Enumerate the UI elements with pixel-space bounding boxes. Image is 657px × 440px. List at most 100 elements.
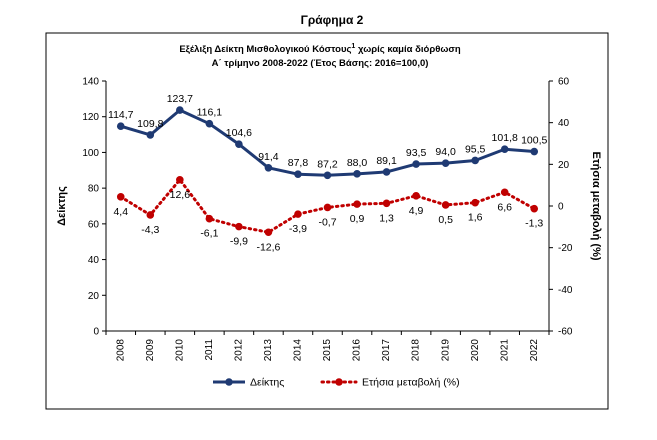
- left-axis-title: Δείκτης: [56, 186, 68, 226]
- data-label-annual-change: -9,9: [230, 236, 248, 248]
- x-axis-tick-label: 2011: [204, 339, 215, 361]
- series-point-annual-change: [353, 200, 361, 208]
- series-point-annual-change: [500, 188, 509, 197]
- series-point-annual-change: [323, 203, 332, 212]
- x-axis-tick-label: 2009: [145, 339, 156, 362]
- legend-label-index: Δείκτης: [250, 377, 284, 389]
- left-axis-tick-label: 140: [82, 77, 99, 88]
- x-axis-tick-label: 2016: [352, 339, 363, 362]
- x-axis-tick-label: 2021: [499, 339, 510, 362]
- series-point-annual-change: [471, 198, 479, 207]
- x-axis-tick-label: 2014: [293, 339, 304, 362]
- series-point-annual-change: [116, 193, 125, 201]
- data-label-index: 123,7: [167, 93, 193, 105]
- series-point-index: [530, 147, 539, 156]
- right-axis-tick-label: 0: [558, 202, 564, 213]
- left-axis-tick-label: 80: [88, 184, 100, 195]
- data-label-annual-change: -4,3: [141, 224, 159, 236]
- series-point-index: [235, 140, 243, 149]
- series-point-annual-change: [146, 211, 155, 219]
- data-label-index: 100,5: [521, 135, 547, 147]
- data-label-index: 87,8: [288, 157, 309, 169]
- data-label-index: 104,6: [226, 127, 252, 139]
- chart-title-line1: Εξέλιξη Δείκτη Μισθολογικού Κόστους1 χωρ…: [179, 43, 461, 55]
- data-label-annual-change: -1,3: [525, 218, 543, 230]
- x-axis-tick-label: 2022: [529, 339, 540, 362]
- series-point-index: [264, 163, 273, 172]
- data-label-annual-change: 6,6: [497, 201, 512, 213]
- series-point-index: [353, 170, 361, 178]
- data-label-index: 88,0: [347, 157, 368, 169]
- series-point-annual-change: [235, 222, 243, 231]
- left-axis-tick-label: 120: [82, 112, 99, 123]
- left-axis-tick-label: 40: [88, 255, 100, 266]
- data-label-annual-change: 12,6: [170, 189, 191, 201]
- series-point-index: [116, 122, 125, 130]
- x-axis-tick-label: 2013: [263, 339, 274, 362]
- right-axis-tick-label: 40: [558, 118, 570, 129]
- data-label-index: 95,5: [465, 143, 486, 155]
- series-point-annual-change: [264, 228, 273, 237]
- series-point-annual-change: [441, 201, 450, 209]
- series-point-index: [323, 171, 332, 180]
- right-axis-title: Ετήσια μεταβολή (%): [590, 151, 602, 260]
- data-label-index: 109,8: [137, 118, 163, 130]
- left-axis-tick-label: 20: [88, 291, 100, 302]
- series-point-index: [294, 170, 302, 179]
- data-label-annual-change: -12,6: [256, 241, 280, 253]
- right-axis-tick-label: 60: [558, 77, 570, 88]
- chart-frame: [45, 32, 609, 410]
- legend-marker-index: [225, 378, 233, 386]
- x-axis-tick-label: 2010: [174, 339, 185, 362]
- chart-title-line2: Α΄ τρίμηνο 2008-2022 (Έτος Βάσης: 2016=1…: [212, 58, 429, 69]
- x-axis-tick-label: 2017: [381, 339, 392, 362]
- data-label-annual-change: 1,3: [379, 212, 394, 224]
- data-label-index: 89,1: [376, 155, 397, 167]
- plot-area: 0 20 40 60 80 100 120 140 -60 -40 -20 0 20 40 60 2008 20…: [56, 77, 602, 389]
- left-axis-tick-label: 60: [88, 219, 100, 230]
- legend-label-annual-change: Ετήσια μεταβολή (%): [362, 377, 460, 389]
- series-point-index: [382, 168, 391, 176]
- series-point-index: [176, 106, 184, 114]
- data-label-index: 114,7: [108, 109, 134, 121]
- series-point-index: [412, 160, 420, 168]
- series-point-index: [500, 145, 509, 154]
- data-label-index: 91,4: [258, 151, 279, 163]
- x-axis-tick-label: 2020: [470, 339, 481, 362]
- series-point-annual-change: [294, 210, 302, 218]
- x-axis-tick-label: 2019: [440, 339, 451, 362]
- left-axis-tick-label: 100: [82, 148, 99, 159]
- x-axis-tick-label: 2008: [115, 339, 126, 362]
- x-axis-tick-label: 2015: [322, 339, 333, 362]
- series-point-annual-change: [205, 214, 214, 223]
- series-point-annual-change: [176, 175, 184, 184]
- data-label-annual-change: -0,7: [318, 216, 336, 228]
- data-label-index: 94,0: [435, 146, 456, 158]
- data-label-annual-change: 4,9: [409, 205, 424, 217]
- right-axis-tick-label: -40: [558, 285, 573, 296]
- series-point-index: [146, 131, 155, 139]
- data-label-annual-change: 0,5: [438, 214, 453, 226]
- series-point-annual-change: [382, 199, 391, 208]
- series-point-annual-change: [530, 204, 539, 213]
- data-label-annual-change: 1,6: [468, 212, 483, 224]
- right-axis-tick-label: -20: [558, 243, 573, 254]
- left-axis-tick-label: 0: [93, 327, 99, 338]
- data-label-index: 116,1: [197, 107, 223, 119]
- right-axis-tick-label: 20: [558, 160, 570, 171]
- data-label-annual-change: 0,9: [350, 213, 365, 225]
- right-axis-tick-label: -60: [558, 327, 573, 338]
- legend-marker-annual-change: [335, 378, 343, 386]
- data-label-annual-change: 4,4: [113, 206, 128, 218]
- x-axis-tick-label: 2012: [234, 339, 245, 362]
- series-point-index: [441, 159, 450, 167]
- figure-title: Γράφημα 2: [301, 13, 364, 27]
- data-label-index: 93,5: [406, 147, 427, 159]
- series-point-annual-change: [412, 191, 420, 200]
- data-label-annual-change: -3,9: [289, 223, 307, 235]
- series-point-index: [471, 156, 479, 165]
- data-label-index: 87,2: [317, 158, 338, 170]
- data-label-index: 101,8: [492, 132, 518, 144]
- data-label-annual-change: -6,1: [200, 228, 218, 240]
